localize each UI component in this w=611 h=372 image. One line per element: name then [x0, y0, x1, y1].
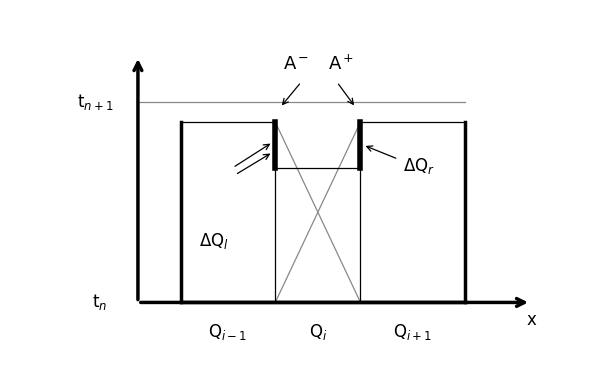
Text: Q$_{i+1}$: Q$_{i+1}$ [393, 323, 432, 343]
Text: t$_n$: t$_n$ [92, 292, 108, 312]
Text: t$_{n+1}$: t$_{n+1}$ [77, 92, 114, 112]
Text: Q$_i$: Q$_i$ [309, 323, 327, 343]
Text: ΔQ$_l$: ΔQ$_l$ [199, 231, 229, 251]
Text: x: x [526, 311, 536, 328]
Text: Q$_{i-1}$: Q$_{i-1}$ [208, 323, 247, 343]
Text: A$^+$: A$^+$ [329, 54, 354, 73]
Text: A$^-$: A$^-$ [284, 55, 310, 73]
Text: ΔQ$_r$: ΔQ$_r$ [403, 156, 435, 176]
